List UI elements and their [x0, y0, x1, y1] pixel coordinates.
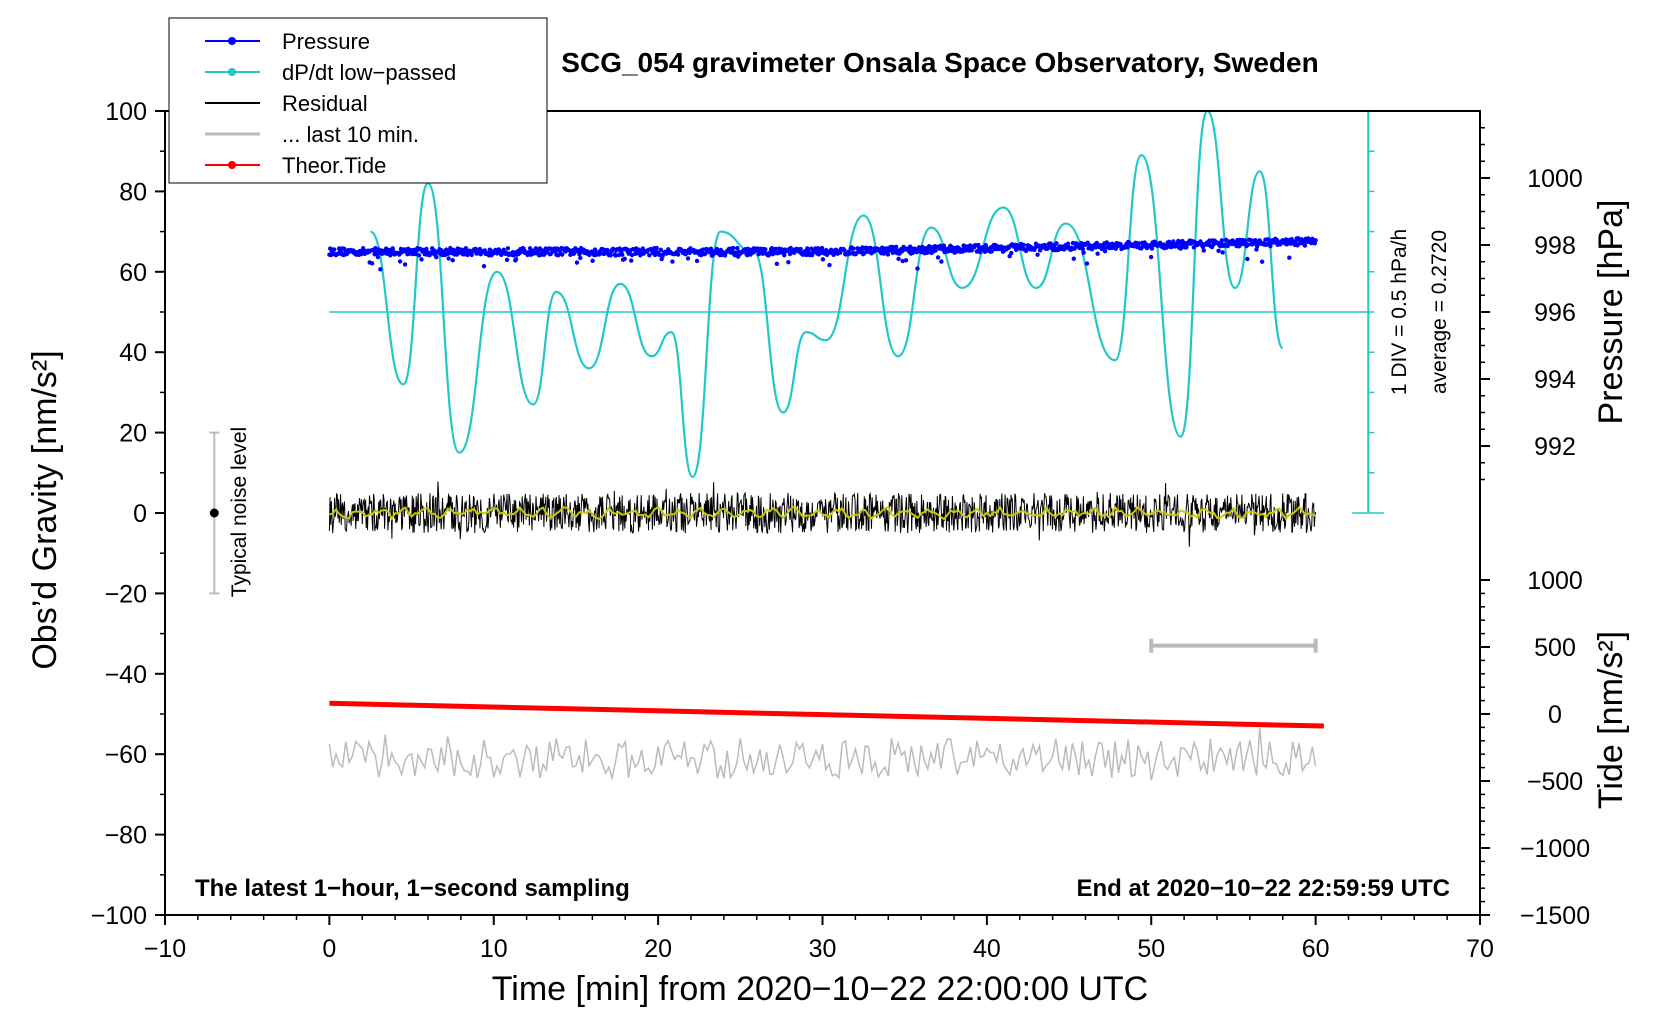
residual-series-line	[328, 481, 1317, 547]
y-axis-label-tide: Tide [nm/s²]	[1592, 631, 1630, 809]
y-tick-label: 80	[119, 178, 147, 206]
series-layer	[209, 109, 1385, 781]
x-tick-label: 40	[973, 935, 1001, 963]
y-tick-label: −100	[91, 902, 147, 930]
y-tick-label: 100	[105, 98, 147, 126]
legend-label: dP/dt low−passed	[282, 60, 456, 85]
pressure-tick-label: 992	[1534, 433, 1576, 461]
noise-bar-center	[209, 508, 219, 518]
pressure-series	[327, 236, 1318, 272]
y-tick-label: −40	[105, 661, 147, 689]
plot-frame	[164, 110, 1481, 916]
y-tick-label: −80	[105, 822, 147, 850]
x-tick-label: 50	[1137, 935, 1165, 963]
pressure-tick-label: 1000	[1527, 165, 1583, 193]
tide-tick-label: 0	[1548, 701, 1562, 729]
last10-series-line	[328, 727, 1317, 781]
scale-label: 1 DIV = 0.5 hPa/h	[1388, 229, 1411, 395]
residual-smoothed-line	[329, 505, 1316, 521]
legend-marker	[228, 37, 236, 45]
x-tick-label: −10	[144, 935, 186, 963]
tide-tick-label: 500	[1534, 634, 1576, 662]
y-tick-label: 0	[133, 500, 147, 528]
legend-label: Residual	[282, 91, 368, 116]
pressure-tick-label: 994	[1534, 366, 1576, 394]
legend-label: ... last 10 min.	[282, 122, 419, 147]
end-time-note: End at 2020−10−22 22:59:59 UTC	[1076, 875, 1450, 902]
y-tick-label: 60	[119, 259, 147, 287]
average-label: average = 0.2720	[1428, 230, 1451, 394]
x-tick-label: 10	[480, 935, 508, 963]
legend-label: Pressure	[282, 29, 370, 54]
dpdt-series-line	[369, 109, 1284, 478]
pressure-tick-label: 996	[1534, 299, 1576, 327]
x-tick-label: 70	[1466, 935, 1494, 963]
tide-tick-label: −1000	[1520, 835, 1590, 863]
pressure-points	[327, 236, 1318, 272]
x-tick-label: 60	[1302, 935, 1330, 963]
legend: Pressure dP/dt low−passed Residual ... last…	[168, 17, 548, 184]
y-tick-label: 20	[119, 420, 147, 448]
legend-box	[168, 17, 548, 184]
sampling-note: The latest 1−hour, 1−second sampling	[195, 875, 630, 902]
noise-label: Typical noise level	[228, 427, 251, 597]
y-tick-label: −20	[105, 580, 147, 608]
y-tick-label: 40	[119, 339, 147, 367]
legend-label: Theor.Tide	[282, 153, 386, 178]
x-tick-label: 20	[644, 935, 672, 963]
x-tick-label: 0	[322, 935, 336, 963]
y-axis-label-gravity: Obs’d Gravity [nm/s²]	[26, 350, 64, 669]
pressure-tick-label: 998	[1534, 232, 1576, 260]
x-axis-label: Time [min] from 2020−10−22 22:00:00 UTC	[492, 970, 1148, 1008]
axes-layer: −10 0 10 20 30 40 50 60 70100806040200−20−40−60−…	[91, 98, 1590, 963]
chart-title: SCG_054 gravimeter Onsala Space Observat…	[561, 47, 1318, 78]
y-tick-label: −60	[105, 741, 147, 769]
legend-marker	[228, 68, 236, 76]
tide-series-line	[329, 700, 1324, 729]
tide-tick-label: −500	[1527, 768, 1583, 796]
x-tick-label: 30	[809, 935, 837, 963]
tide-tick-label: 1000	[1527, 567, 1583, 595]
y-axis-label-pressure: Pressure [hPa]	[1592, 200, 1630, 425]
tide-tick-label: −1500	[1520, 902, 1590, 930]
legend-marker	[228, 161, 236, 169]
